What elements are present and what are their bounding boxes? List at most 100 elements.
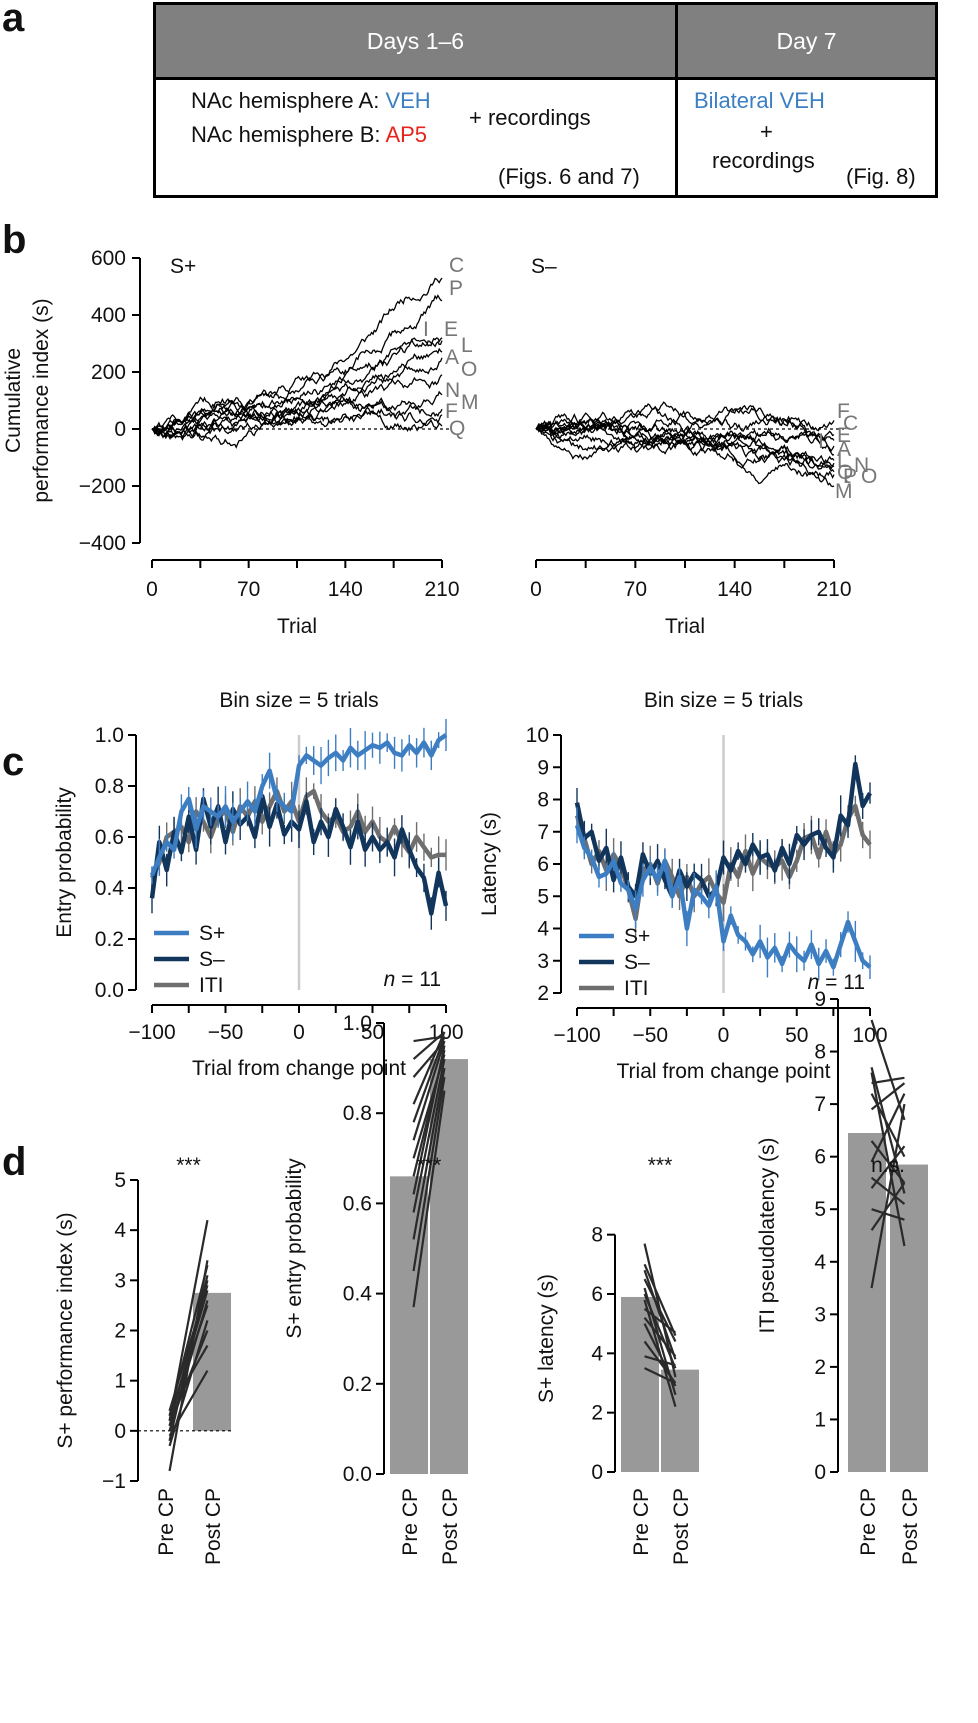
trace-label: P bbox=[449, 277, 463, 300]
x-tick-label: −50 bbox=[632, 1024, 668, 1047]
x-tick-label: 0 bbox=[530, 578, 542, 601]
y-tick-label: 1 bbox=[114, 1370, 126, 1393]
x-tick-label: 140 bbox=[717, 578, 752, 601]
trace-line bbox=[151, 294, 443, 435]
pair-line bbox=[643, 1293, 677, 1369]
x-tick-label: 140 bbox=[328, 578, 363, 601]
legend-label: ITI bbox=[624, 977, 649, 1000]
chart-c-latency: Bin size = 5 trials 10 9 8 7 6 5 4 3 2 Latency (s)… bbox=[478, 689, 888, 1083]
trace-label: L bbox=[461, 334, 473, 357]
y-tick-label: 2 bbox=[114, 1320, 126, 1343]
y-axis-label: performance index (s) bbox=[30, 298, 53, 502]
y-tick-label: 400 bbox=[91, 304, 126, 327]
chart-d-entry-probability: 1.0 0.8 0.6 0.4 0.2 0.0 S+ entry probability **… bbox=[283, 1012, 468, 1565]
trace-label: N bbox=[445, 379, 460, 402]
series-line bbox=[574, 761, 872, 899]
recordings-label: + recordings bbox=[469, 105, 591, 130]
significance-label: *** bbox=[176, 1154, 201, 1177]
y-tick-label: 0 bbox=[114, 418, 126, 441]
pair-line bbox=[412, 1036, 446, 1123]
category-label: Post CP bbox=[439, 1488, 462, 1565]
trace-label: C bbox=[449, 254, 464, 277]
trace-label: F bbox=[837, 400, 850, 423]
pair-line bbox=[870, 1145, 906, 1189]
y-tick-label: 8 bbox=[537, 789, 549, 812]
header-day-7-label: Day 7 bbox=[776, 27, 837, 54]
legend-label: S+ bbox=[199, 922, 225, 945]
significance-label: n.s. bbox=[871, 1154, 905, 1177]
pair-line bbox=[168, 1370, 209, 1437]
x-axis-label: Trial bbox=[277, 615, 317, 638]
pair-line bbox=[643, 1269, 677, 1360]
y-tick-label: 600 bbox=[91, 247, 126, 270]
panel-label-a: a bbox=[2, 0, 25, 40]
header-day-7: Day 7 bbox=[678, 5, 935, 77]
category-label: Post CP bbox=[202, 1488, 225, 1565]
y-tick-label: 1.0 bbox=[343, 1012, 372, 1035]
panel-label-d: d bbox=[2, 1140, 27, 1184]
category-label: Pre CP bbox=[399, 1488, 422, 1556]
chart-title: Bin size = 5 trials bbox=[644, 689, 803, 712]
y-axis-label: Cumulative bbox=[2, 348, 25, 453]
y-axis-label: S+ performance index (s) bbox=[54, 1212, 77, 1448]
y-tick-label: 0.0 bbox=[343, 1463, 372, 1486]
pair-line bbox=[643, 1278, 677, 1342]
y-tick-label: 4 bbox=[814, 1251, 826, 1274]
trace-label: O bbox=[861, 465, 877, 488]
x-tick-label: 50 bbox=[361, 1021, 384, 1044]
pair-line bbox=[412, 1058, 446, 1213]
pair-line bbox=[870, 1103, 906, 1289]
x-tick-label: 70 bbox=[237, 578, 260, 601]
y-tick-label: 0 bbox=[591, 1461, 603, 1484]
trace-label: I bbox=[818, 430, 824, 453]
y-tick-label: 9 bbox=[814, 988, 826, 1011]
bar-post-cp bbox=[890, 1164, 928, 1472]
header-days-1-6-label: Days 1–6 bbox=[366, 27, 465, 54]
hemisphere-b-line: NAc hemisphere B: AP5 bbox=[191, 122, 427, 148]
trace-line bbox=[151, 277, 443, 439]
pair-line bbox=[168, 1285, 209, 1412]
trace-line bbox=[151, 347, 443, 439]
chart-c-entry-probability: Bin size = 5 trials 1.0 0.8 0.6 0.4 0.2 0.0 Ent… bbox=[53, 689, 464, 1080]
y-tick-label: 4 bbox=[537, 918, 549, 941]
y-tick-label: 3 bbox=[114, 1269, 126, 1292]
category-label: Post CP bbox=[670, 1488, 693, 1565]
y-tick-label: 9 bbox=[537, 756, 549, 779]
legend-label: S– bbox=[624, 951, 650, 974]
pair-line bbox=[870, 1140, 906, 1184]
significance-label: *** bbox=[648, 1154, 673, 1177]
trace-label: Q bbox=[449, 417, 465, 440]
chart-b-splus: 600 400 200 0 −200 −400 Cumulative performance … bbox=[2, 247, 479, 638]
trace-label: E bbox=[837, 424, 851, 447]
y-tick-label: 0.2 bbox=[95, 928, 124, 951]
schedule-table: Days 1–6 Day 7 NAc hemisphere A: VEH NAc… bbox=[153, 2, 938, 198]
trace-line bbox=[151, 357, 443, 449]
y-tick-label: 0.4 bbox=[95, 877, 125, 900]
y-axis-label: S+ entry probability bbox=[283, 1158, 306, 1339]
y-tick-label: 5 bbox=[814, 1198, 826, 1221]
trace-label: A bbox=[837, 438, 851, 461]
y-axis-label: S+ latency (s) bbox=[535, 1274, 558, 1403]
y-tick-label: 6 bbox=[814, 1146, 826, 1169]
figs-6-7-label: (Figs. 6 and 7) bbox=[498, 164, 640, 189]
x-tick-label: 210 bbox=[816, 578, 851, 601]
pair-line bbox=[870, 1182, 906, 1231]
y-tick-label: 0.2 bbox=[343, 1373, 372, 1396]
y-tick-label: 3 bbox=[814, 1303, 826, 1326]
y-tick-label: −400 bbox=[79, 532, 126, 555]
y-tick-label: 0 bbox=[814, 1461, 826, 1484]
trace-line bbox=[151, 408, 443, 441]
y-tick-label: 4 bbox=[114, 1219, 126, 1242]
pair-line bbox=[643, 1340, 677, 1384]
x-tick-label: −50 bbox=[208, 1021, 244, 1044]
trace-label: A bbox=[445, 346, 459, 369]
pair-line bbox=[643, 1263, 677, 1336]
y-tick-label: 5 bbox=[114, 1169, 126, 1192]
pair-line bbox=[168, 1344, 209, 1412]
y-axis-label: ITI pseudolatency (s) bbox=[756, 1137, 779, 1333]
trace-label: M bbox=[835, 480, 853, 503]
trace-line bbox=[535, 411, 835, 488]
chart-title: Bin size = 5 trials bbox=[219, 689, 378, 712]
n-label: n = 11 bbox=[384, 968, 441, 991]
